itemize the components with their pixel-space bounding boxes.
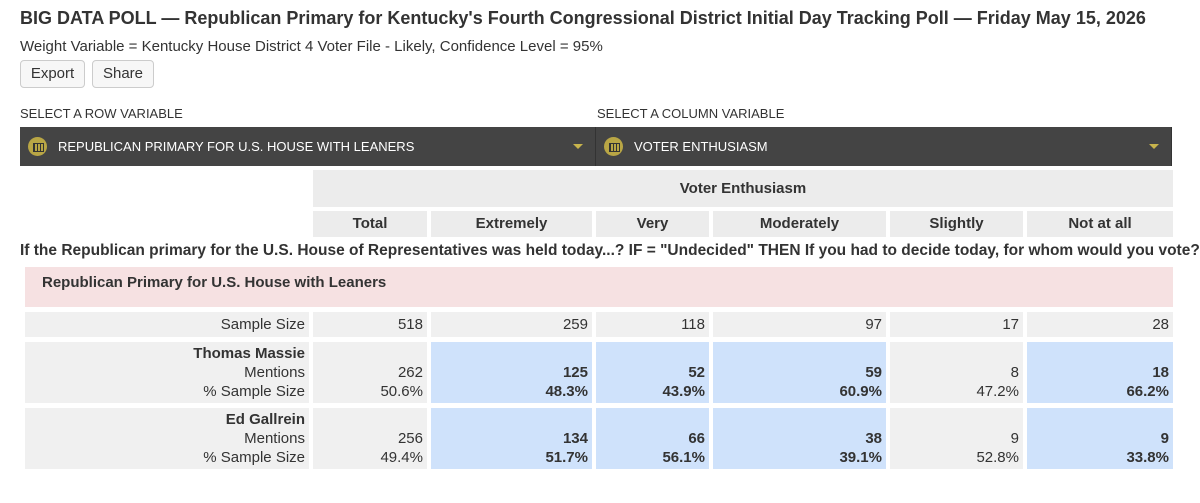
section-header: Republican Primary for U.S. House with L… bbox=[25, 267, 1173, 307]
sample-size: 518 bbox=[313, 312, 427, 337]
column-select-label: SELECT A COLUMN VARIABLE bbox=[597, 106, 785, 121]
data-cell: 9 52.8% bbox=[890, 408, 1023, 469]
row-select[interactable]: REPUBLICAN PRIMARY FOR U.S. HOUSE WITH L… bbox=[20, 127, 596, 166]
data-cell: 66 56.1% bbox=[596, 408, 709, 469]
row-select-label: SELECT A ROW VARIABLE bbox=[20, 106, 183, 121]
percent: 47.2% bbox=[976, 383, 1019, 400]
sample-size: 17 bbox=[890, 312, 1023, 337]
mentions-label: Mentions bbox=[244, 430, 305, 447]
mentions: 262 bbox=[397, 364, 423, 381]
percent: 51.7% bbox=[545, 449, 588, 466]
percent: 43.9% bbox=[662, 383, 705, 400]
group-header: Voter Enthusiasm bbox=[313, 170, 1173, 207]
data-cell: 18 66.2% bbox=[1027, 342, 1173, 403]
mentions: 38 bbox=[865, 430, 882, 447]
percent: 48.3% bbox=[545, 383, 588, 400]
data-cell: 8 47.2% bbox=[890, 342, 1023, 403]
mentions: 134 bbox=[562, 430, 588, 447]
percent: 49.4% bbox=[380, 449, 423, 466]
percent: 50.6% bbox=[380, 383, 423, 400]
data-cell: 256 49.4% bbox=[313, 408, 427, 469]
mentions: 9 bbox=[1160, 430, 1169, 447]
column-header: Moderately bbox=[713, 211, 886, 237]
mentions: 59 bbox=[865, 364, 882, 381]
column-header: Slightly bbox=[890, 211, 1023, 237]
column-select[interactable]: VOTER ENTHUSIASM bbox=[596, 127, 1172, 166]
data-cell: 38 39.1% bbox=[713, 408, 886, 469]
data-cell: 134 51.7% bbox=[431, 408, 592, 469]
export-button[interactable]: Export bbox=[20, 60, 85, 88]
mentions: 66 bbox=[688, 430, 705, 447]
mentions: 52 bbox=[688, 364, 705, 381]
data-cell: 125 48.3% bbox=[431, 342, 592, 403]
question: If the Republican primary for the U.S. H… bbox=[20, 242, 1200, 259]
mentions: 125 bbox=[562, 364, 588, 381]
column-header: Total bbox=[313, 211, 427, 237]
pct-label: % Sample Size bbox=[203, 383, 305, 400]
share-button[interactable]: Share bbox=[92, 60, 154, 88]
mentions: 256 bbox=[397, 430, 423, 447]
mentions: 8 bbox=[1010, 364, 1019, 381]
data-cell: 9 33.8% bbox=[1027, 408, 1173, 469]
column-header: Very bbox=[596, 211, 709, 237]
column-header: Extremely bbox=[431, 211, 592, 237]
candidate-name: Thomas Massie bbox=[193, 345, 305, 362]
percent: 33.8% bbox=[1126, 449, 1169, 466]
percent: 60.9% bbox=[839, 383, 882, 400]
column-header: Not at all bbox=[1027, 211, 1173, 237]
mentions: 9 bbox=[1010, 430, 1019, 447]
title: BIG DATA POLL — Republican Primary for K… bbox=[20, 8, 1146, 28]
percent: 52.8% bbox=[976, 449, 1019, 466]
row-label: Ed Gallrein Mentions % Sample Size bbox=[25, 408, 309, 469]
pct-label: % Sample Size bbox=[203, 449, 305, 466]
row-select-value: REPUBLICAN PRIMARY FOR U.S. HOUSE WITH L… bbox=[58, 139, 415, 154]
mentions: 18 bbox=[1152, 364, 1169, 381]
sample-size-label: Sample Size bbox=[25, 312, 309, 337]
sample-size: 118 bbox=[596, 312, 709, 337]
data-cell: 59 60.9% bbox=[713, 342, 886, 403]
percent: 56.1% bbox=[662, 449, 705, 466]
subtitle: Weight Variable = Kentucky House Distric… bbox=[20, 38, 603, 55]
sample-size: 28 bbox=[1027, 312, 1173, 337]
row-label: Thomas Massie Mentions % Sample Size bbox=[25, 342, 309, 403]
column-select-value: VOTER ENTHUSIASM bbox=[634, 139, 768, 154]
percent: 66.2% bbox=[1126, 383, 1169, 400]
percent: 39.1% bbox=[839, 449, 882, 466]
data-cell: 262 50.6% bbox=[313, 342, 427, 403]
sample-size: 259 bbox=[431, 312, 592, 337]
mentions-label: Mentions bbox=[244, 364, 305, 381]
candidate-name: Ed Gallrein bbox=[225, 411, 305, 428]
sample-size: 97 bbox=[713, 312, 886, 337]
data-cell: 52 43.9% bbox=[596, 342, 709, 403]
